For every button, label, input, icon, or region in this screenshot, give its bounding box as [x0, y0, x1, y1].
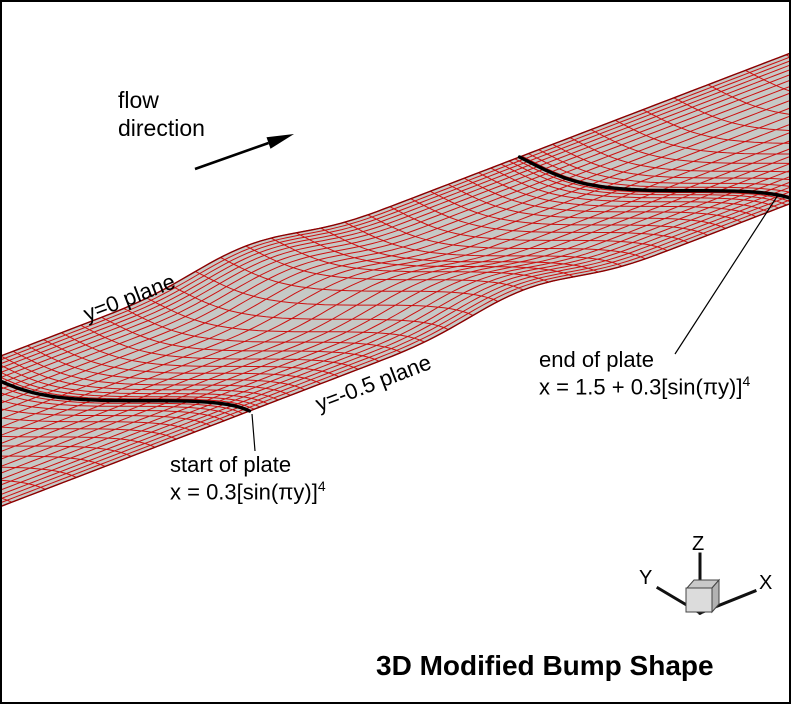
- flow-arrow-head: [266, 134, 294, 149]
- end-of-plate-annotation: end of plate x = 1.5 + 0.3[sin(πy)]4: [539, 347, 750, 400]
- figure-title: 3D Modified Bump Shape: [376, 650, 714, 681]
- plate-edge-curves: [2, 155, 789, 413]
- flow-arrow-shaft: [194, 141, 269, 171]
- flow-label-line1: flow: [118, 87, 159, 113]
- band-edges: [2, 52, 789, 507]
- annotation-leader-lines: [251, 194, 779, 452]
- start-of-plate-title: start of plate: [170, 452, 292, 477]
- axis-label-y: Y: [639, 567, 653, 589]
- axis-label-x: X: [759, 572, 773, 594]
- triad-cube-front: [685, 587, 713, 613]
- end-of-plate-formula: x = 1.5 + 0.3[sin(πy)]4: [539, 372, 751, 400]
- start-of-plate-annotation: start of plate x = 0.3[sin(πy)]4: [170, 452, 326, 505]
- start-of-plate-formula: x = 0.3[sin(πy)]4: [170, 477, 326, 505]
- flow-direction-label: flow direction: [118, 86, 205, 142]
- flow-label-line2: direction: [118, 115, 205, 142]
- end-of-plate-title: end of plate: [539, 347, 654, 372]
- axis-label-z: Z: [692, 533, 705, 555]
